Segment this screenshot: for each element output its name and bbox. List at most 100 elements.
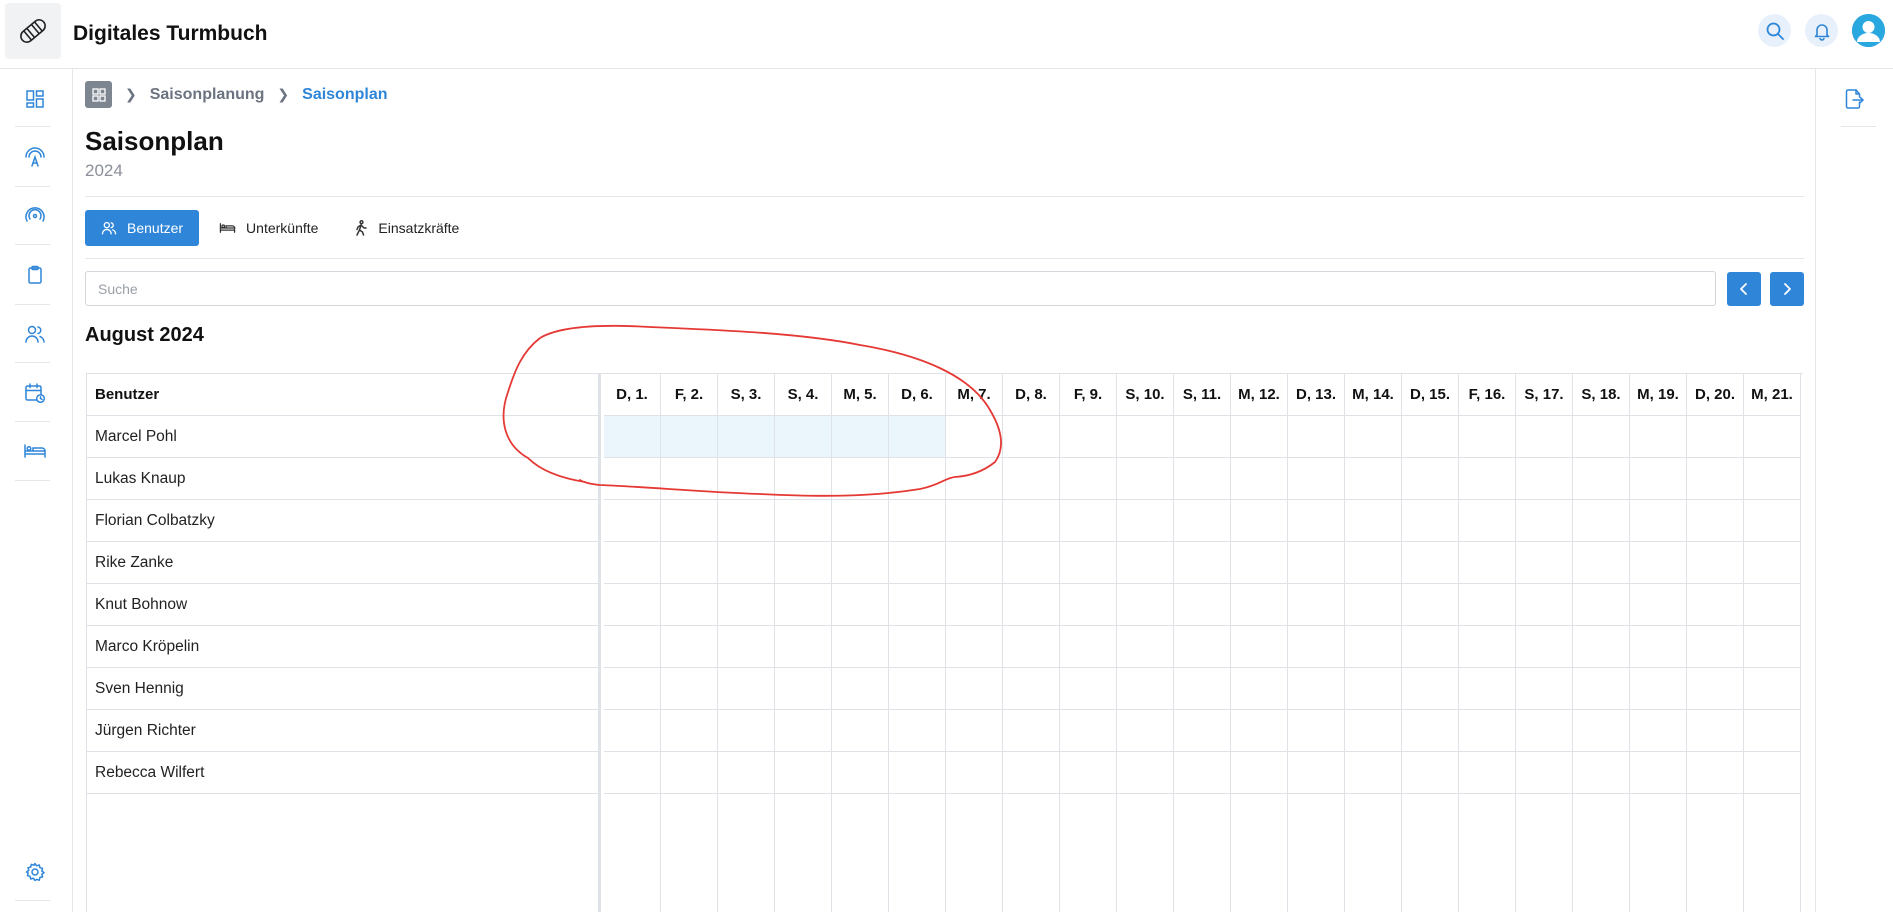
plan-cell[interactable] [718,752,774,794]
plan-cell[interactable] [604,458,660,500]
plan-cell[interactable] [1516,584,1572,626]
plan-cell[interactable] [832,458,888,500]
plan-cell[interactable] [1231,584,1287,626]
plan-cell[interactable] [1402,710,1458,752]
tab-unterkuenfte[interactable]: Unterkünfte [203,210,334,246]
plan-cell[interactable] [604,584,660,626]
plan-cell[interactable] [1459,752,1515,794]
notifications-button[interactable] [1805,14,1838,47]
plan-cell[interactable] [889,668,945,710]
breadcrumb-saisonplanung[interactable]: Saisonplanung [149,85,265,103]
plan-cell[interactable] [1231,500,1287,542]
plan-cell[interactable] [1573,626,1629,668]
plan-cell[interactable] [604,416,660,458]
plan-cell[interactable] [1744,752,1800,794]
plan-cell[interactable] [1231,752,1287,794]
plan-cell[interactable] [1345,416,1401,458]
plan-cell[interactable] [1231,710,1287,752]
plan-cell[interactable] [1231,626,1287,668]
plan-cell[interactable] [1003,416,1059,458]
plan-cell[interactable] [1687,668,1743,710]
plan-cell[interactable] [1516,752,1572,794]
plan-cell[interactable] [1060,542,1116,584]
plan-cell[interactable] [1003,542,1059,584]
plan-cell[interactable] [661,542,717,584]
sidebar-item-users[interactable] [15,314,55,354]
plan-cell[interactable] [1117,752,1173,794]
plan-cell[interactable] [718,458,774,500]
plan-cell[interactable] [1573,416,1629,458]
plan-cell[interactable] [1288,500,1344,542]
plan-cell[interactable] [1231,542,1287,584]
plan-cell[interactable] [604,542,660,584]
plan-cell[interactable] [661,668,717,710]
plan-cell[interactable] [1573,542,1629,584]
plan-cell[interactable] [946,500,1002,542]
plan-cell[interactable] [889,458,945,500]
plan-cell[interactable] [718,584,774,626]
plan-cell[interactable] [1744,458,1800,500]
plan-cell[interactable] [1174,500,1230,542]
plan-cell[interactable] [889,416,945,458]
plan-cell[interactable] [775,710,831,752]
plan-cell[interactable] [1516,710,1572,752]
plan-cell[interactable] [718,500,774,542]
plan-cell[interactable] [775,626,831,668]
sidebar-item-radio[interactable] [15,195,55,235]
plan-cell[interactable] [1117,458,1173,500]
plan-cell[interactable] [1174,584,1230,626]
plan-cell[interactable] [1744,584,1800,626]
plan-cell[interactable] [1174,626,1230,668]
plan-cell[interactable] [1174,458,1230,500]
plan-cell[interactable] [946,416,1002,458]
plan-cell[interactable] [1573,710,1629,752]
plan-cell[interactable] [1744,626,1800,668]
plan-cell[interactable] [1630,416,1686,458]
plan-cell[interactable] [1003,710,1059,752]
plan-cell[interactable] [1630,626,1686,668]
plan-cell[interactable] [1288,542,1344,584]
breadcrumb-home[interactable] [85,81,112,108]
plan-cell[interactable] [889,542,945,584]
plan-cell[interactable] [1060,500,1116,542]
plan-cell[interactable] [946,710,1002,752]
user-row-name[interactable]: Knut Bohnow [87,584,601,626]
plan-cell[interactable] [1060,458,1116,500]
plan-cell[interactable] [1003,668,1059,710]
plan-cell[interactable] [604,626,660,668]
plan-cell[interactable] [1516,626,1572,668]
plan-cell[interactable] [1174,752,1230,794]
plan-cell[interactable] [889,500,945,542]
sidebar-item-accommodations[interactable] [15,431,55,471]
plan-cell[interactable] [1744,500,1800,542]
plan-cell[interactable] [1402,542,1458,584]
plan-cell[interactable] [1174,668,1230,710]
export-button[interactable] [1834,79,1874,119]
sidebar-item-radio-a[interactable] [15,137,55,177]
plan-cell[interactable] [1288,710,1344,752]
search-button[interactable] [1758,14,1791,47]
user-avatar-button[interactable] [1852,14,1885,47]
plan-cell[interactable] [1060,626,1116,668]
app-logo[interactable] [5,3,61,59]
plan-cell[interactable] [889,752,945,794]
plan-cell[interactable] [1687,584,1743,626]
plan-cell[interactable] [1117,500,1173,542]
plan-cell[interactable] [661,458,717,500]
plan-cell[interactable] [1060,584,1116,626]
sidebar-item-settings[interactable] [15,852,55,892]
plan-cell[interactable] [1288,668,1344,710]
plan-cell[interactable] [1687,500,1743,542]
plan-cell[interactable] [604,752,660,794]
plan-cell[interactable] [661,500,717,542]
plan-cell[interactable] [604,668,660,710]
plan-cell[interactable] [1687,542,1743,584]
plan-cell[interactable] [946,626,1002,668]
plan-cell[interactable] [1117,584,1173,626]
plan-cell[interactable] [1345,752,1401,794]
plan-cell[interactable] [1003,458,1059,500]
plan-cell[interactable] [661,626,717,668]
plan-cell[interactable] [1345,458,1401,500]
plan-cell[interactable] [1573,584,1629,626]
plan-cell[interactable] [1117,626,1173,668]
